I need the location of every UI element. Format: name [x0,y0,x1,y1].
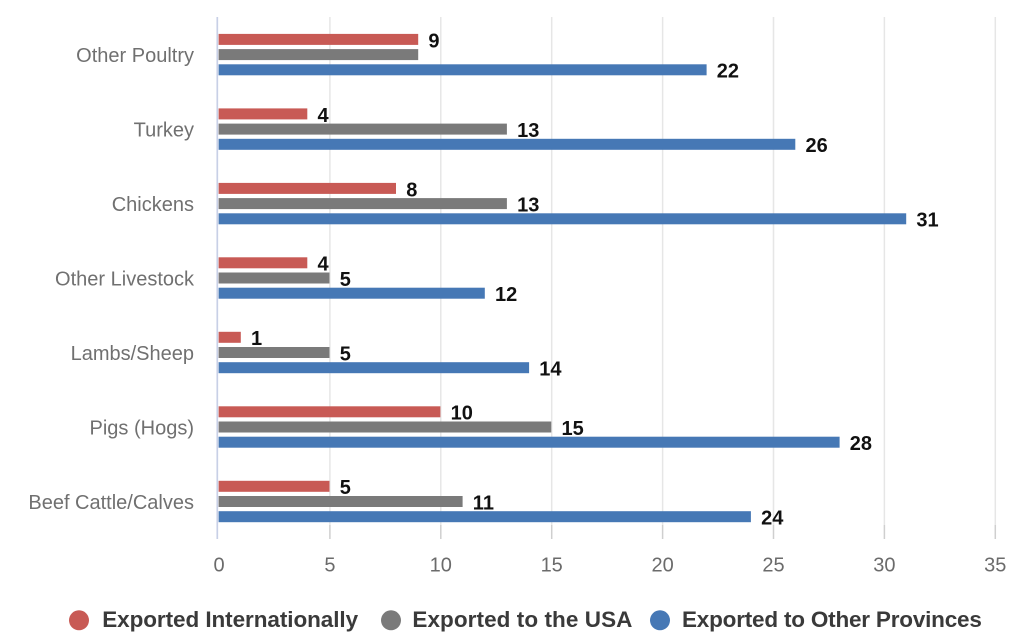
svg-text:22: 22 [717,61,739,83]
svg-text:24: 24 [761,508,784,530]
svg-text:25: 25 [762,555,784,577]
svg-text:13: 13 [517,120,539,142]
svg-text:5: 5 [340,269,351,291]
svg-text:28: 28 [850,433,872,455]
svg-text:5: 5 [340,477,351,499]
svg-text:9: 9 [428,30,439,52]
svg-text:20: 20 [651,555,673,577]
svg-text:1: 1 [251,328,262,350]
svg-text:30: 30 [873,555,895,577]
svg-text:14: 14 [539,359,562,381]
svg-text:4: 4 [318,254,330,276]
svg-text:8: 8 [406,179,417,201]
svg-text:31: 31 [916,210,938,232]
svg-text:5: 5 [324,555,335,577]
svg-text:Other Livestock: Other Livestock [55,268,195,290]
svg-text:11: 11 [473,492,494,514]
svg-text:Beef Cattle/Calves: Beef Cattle/Calves [28,492,194,514]
svg-text:Pigs (Hogs): Pigs (Hogs) [90,417,194,439]
svg-text:Turkey: Turkey [134,119,194,141]
svg-text:15: 15 [562,418,584,440]
svg-text:5: 5 [340,343,351,365]
svg-text:Exported to the USA: Exported to the USA [412,607,632,632]
svg-text:10: 10 [451,403,473,425]
svg-text:26: 26 [806,135,828,157]
svg-text:13: 13 [517,195,539,217]
svg-text:Exported Internationally: Exported Internationally [102,607,358,632]
svg-text:4: 4 [318,105,330,127]
svg-text:0: 0 [213,555,224,577]
svg-text:10: 10 [430,555,452,577]
svg-text:Other Poultry: Other Poultry [76,45,194,67]
svg-text:Lambs/Sheep: Lambs/Sheep [71,343,194,365]
svg-text:Chickens: Chickens [112,194,194,216]
svg-text:15: 15 [541,555,563,577]
svg-text:Exported to Other Provinces: Exported to Other Provinces [682,607,982,632]
svg-text:12: 12 [495,284,517,306]
svg-text:35: 35 [984,555,1006,577]
